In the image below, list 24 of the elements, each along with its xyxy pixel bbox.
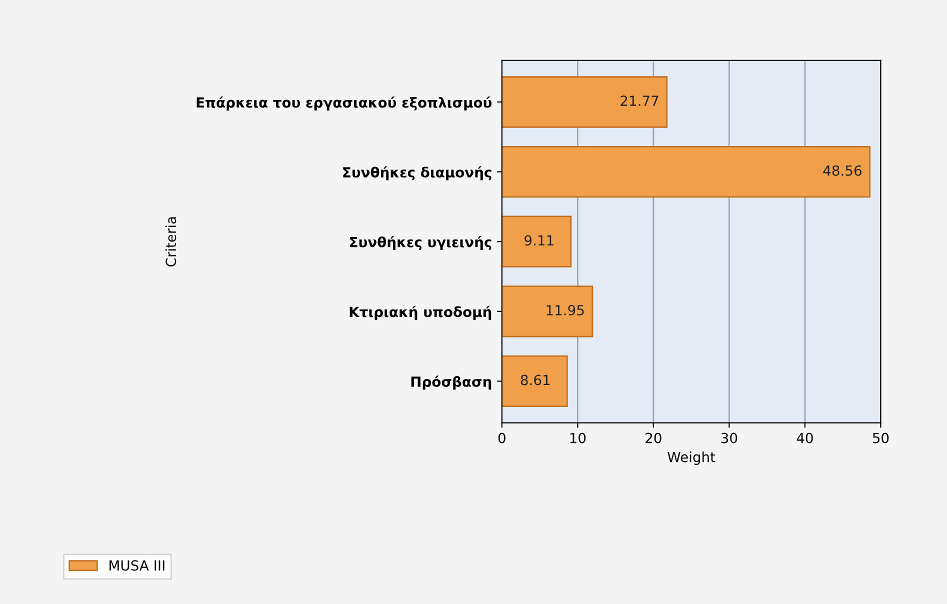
y-tick-label: Πρόσβαση <box>411 376 492 390</box>
y-tick-label: Κτιριακή υποδομή <box>350 306 492 320</box>
bar <box>502 76 668 128</box>
bar <box>502 355 568 408</box>
bar <box>502 286 594 338</box>
y-tick-label: Συνθήκες διαμονής <box>343 166 492 180</box>
x-tick-label: 40 <box>796 432 813 444</box>
x-tick-label: 30 <box>721 432 738 444</box>
data-label: 48.56 <box>823 165 862 176</box>
bar <box>502 146 870 198</box>
legend-label: MUSA III <box>110 560 164 571</box>
x-axis-title: Weight <box>668 452 716 465</box>
y-tick-label: Συνθήκες υγιεινής <box>350 236 492 250</box>
y-axis-title: Criteria <box>165 217 176 266</box>
x-tick-label: 20 <box>646 432 662 444</box>
data-label: 8.61 <box>520 374 550 386</box>
bar <box>502 216 572 268</box>
data-label: 21.77 <box>620 96 658 106</box>
data-label: 9.11 <box>524 235 554 246</box>
y-tick-label: Επάρκεια του εργασιακού εξοπλισμού <box>196 96 492 110</box>
x-tick-label: 50 <box>872 432 889 444</box>
x-tick-label: 10 <box>570 432 586 444</box>
data-label: 11.95 <box>546 304 584 316</box>
x-tick-label: 0 <box>498 432 506 444</box>
